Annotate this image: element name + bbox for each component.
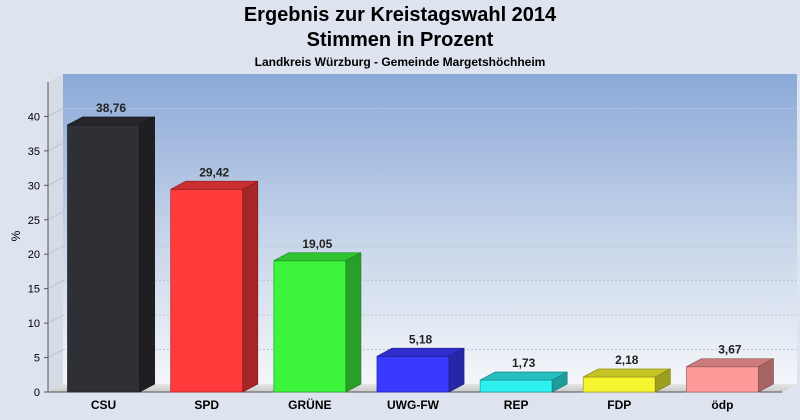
- x-category-label: FDP: [607, 398, 631, 412]
- y-tick-label: 25: [28, 215, 40, 227]
- plot-side-wall: [48, 74, 63, 392]
- x-category-label: CSU: [91, 398, 116, 412]
- bar-value-label: 3,67: [718, 343, 742, 357]
- y-axis-label: %: [9, 230, 23, 241]
- bar-side: [345, 252, 362, 393]
- y-gridline-side: [47, 314, 64, 324]
- bar-value-label: 2,18: [615, 353, 639, 367]
- y-tick-label: 10: [28, 318, 40, 330]
- bar-side: [139, 116, 155, 393]
- bar-front: [479, 379, 553, 393]
- bar-value-label: 1,73: [512, 356, 536, 370]
- bar-side: [758, 358, 774, 393]
- bar-value-label: 38,76: [96, 101, 126, 115]
- bar-side: [242, 180, 259, 393]
- bar-value-label: 5,18: [409, 332, 433, 346]
- y-gridline-side: [47, 280, 64, 290]
- bar-fdp: [582, 368, 671, 393]
- bar-side: [448, 347, 465, 393]
- bar-side: [551, 371, 568, 393]
- y-tick-label: 40: [28, 111, 40, 123]
- y-gridline-side: [47, 211, 64, 221]
- y-tick-label: 30: [28, 180, 40, 192]
- bar-front: [376, 355, 450, 393]
- y-gridline-side: [47, 245, 64, 255]
- bar-spd: [170, 180, 259, 393]
- x-category-label: REP: [504, 398, 529, 412]
- y-tick-label: 35: [28, 146, 40, 158]
- bar-value-label: 29,42: [199, 165, 229, 179]
- chart-title: Ergebnis zur Kreistagswahl 2014: [243, 4, 557, 26]
- bar-front: [273, 260, 347, 393]
- bar-ödp: [686, 358, 774, 393]
- x-category-label: ödp: [711, 398, 733, 412]
- bar-side: [654, 368, 671, 393]
- y-gridline-side: [47, 176, 64, 186]
- y-gridline-side: [47, 349, 64, 358]
- x-category-label: UWG-FW: [387, 398, 440, 412]
- bar-uwg-fw: [376, 347, 465, 393]
- y-tick-label: 0: [34, 387, 40, 399]
- chart-location-subtitle: Landkreis Würzburg - Gemeinde Margetshöc…: [254, 55, 546, 69]
- bar-csu: [67, 116, 155, 393]
- x-category-label: GRÜNE: [288, 397, 331, 412]
- x-category-label: SPD: [194, 398, 219, 412]
- bar-value-label: 19,05: [302, 237, 332, 251]
- y-tick-label: 20: [28, 249, 40, 261]
- bar-front: [67, 124, 140, 393]
- chart-subtitle: Stimmen in Prozent: [306, 29, 494, 51]
- bar-front: [686, 366, 759, 393]
- bar-rep: [479, 371, 568, 393]
- y-gridline-side: [47, 142, 64, 152]
- y-tick-label: 15: [28, 284, 40, 296]
- bar-front: [582, 376, 656, 393]
- y-tick-label: 5: [34, 353, 40, 365]
- bar-grüne: [273, 252, 362, 393]
- bar-front: [170, 188, 244, 393]
- y-gridline-side: [47, 108, 64, 117]
